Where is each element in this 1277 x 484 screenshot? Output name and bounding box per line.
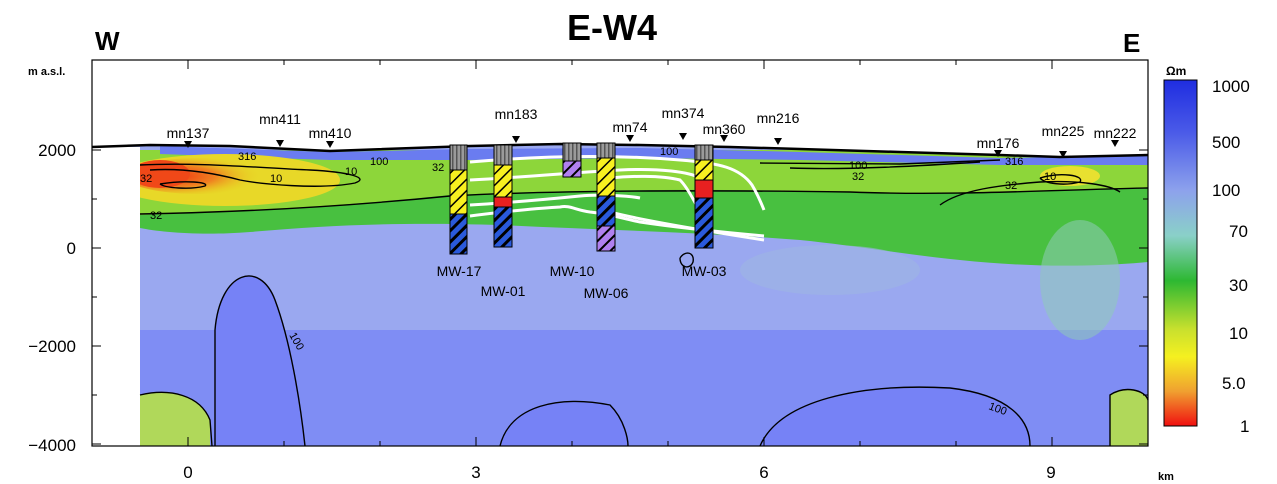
station-label: mn183 bbox=[495, 106, 538, 122]
x-tick-label: 6 bbox=[759, 463, 768, 482]
well-mw17 bbox=[449, 144, 468, 255]
section-title: E-W4 bbox=[567, 7, 657, 48]
station-mn360: mn360 bbox=[703, 121, 746, 142]
topography-line bbox=[91, 142, 1149, 159]
contour-label: 32 bbox=[852, 171, 864, 183]
x-tick-label: 0 bbox=[183, 463, 192, 482]
station-marker bbox=[1111, 140, 1119, 147]
colorbar-label: 5.0 bbox=[1222, 374, 1246, 393]
y-axis-unit: m a.s.l. bbox=[28, 66, 65, 78]
contour-label: 32 bbox=[432, 162, 444, 174]
station-marker bbox=[774, 138, 782, 145]
station-mn137: mn137 bbox=[167, 125, 210, 148]
station-label: mn74 bbox=[612, 119, 647, 135]
station-mn222: mn222 bbox=[1094, 125, 1137, 147]
station-label: mn216 bbox=[757, 110, 800, 126]
well-mw03 bbox=[694, 144, 714, 249]
well-label: MW-17 bbox=[437, 263, 482, 279]
station-mn176: mn176 bbox=[977, 135, 1020, 157]
station-label: mn137 bbox=[167, 125, 210, 141]
plot-frame bbox=[91, 59, 1149, 447]
station-label: mn222 bbox=[1094, 125, 1137, 141]
contour-label: 100 bbox=[660, 146, 678, 158]
station-label: mn225 bbox=[1042, 123, 1085, 139]
axis-ticks bbox=[91, 60, 1148, 446]
well-label: MW-03 bbox=[682, 263, 727, 279]
stations: mn137 mn411 mn410 mn183 mn74 mn374 mn360 bbox=[167, 105, 1137, 158]
station-marker bbox=[326, 141, 334, 148]
station-label: mn411 bbox=[259, 111, 301, 127]
station-label: mn410 bbox=[309, 125, 352, 141]
station-mn410: mn410 bbox=[309, 125, 352, 148]
contour-label: 100 bbox=[987, 401, 1008, 419]
x-tick-labels: 0 3 6 9 bbox=[183, 463, 1055, 482]
contour-label: 316 bbox=[238, 151, 256, 163]
contour-label: 10 bbox=[345, 166, 357, 178]
station-mn74: mn74 bbox=[612, 119, 648, 142]
station-mn411: mn411 bbox=[259, 111, 301, 147]
colorbar-scale bbox=[1163, 79, 1198, 427]
station-label: mn374 bbox=[662, 105, 705, 121]
colorbar: Ωm 1000 500 100 70 30 10 5.0 1 bbox=[1163, 64, 1250, 436]
colorbar-labels: 1000 500 100 70 30 10 5.0 1 bbox=[1212, 77, 1250, 436]
colorbar-unit: Ωm bbox=[1166, 64, 1186, 78]
contour-label: 32 bbox=[1005, 180, 1017, 192]
colorbar-label: 10 bbox=[1229, 324, 1248, 343]
station-marker bbox=[1059, 151, 1067, 158]
y-tick-label: −2000 bbox=[28, 337, 76, 356]
contour-lines bbox=[139, 159, 1149, 447]
well-label: MW-01 bbox=[481, 283, 526, 299]
y-tick-label: 2000 bbox=[38, 141, 76, 160]
x-tick-label: 3 bbox=[471, 463, 480, 482]
station-marker bbox=[720, 135, 728, 142]
east-label: E bbox=[1123, 28, 1140, 58]
well-columns bbox=[449, 142, 714, 255]
colorbar-label: 500 bbox=[1212, 133, 1240, 152]
station-label: mn360 bbox=[703, 121, 746, 137]
colorbar-label: 1000 bbox=[1212, 77, 1250, 96]
x-axis-unit: km bbox=[1158, 471, 1174, 483]
station-mn183: mn183 bbox=[495, 106, 538, 143]
west-label: W bbox=[95, 26, 120, 56]
colorbar-label: 100 bbox=[1212, 181, 1240, 200]
contour-label: 10 bbox=[270, 173, 282, 185]
station-marker bbox=[184, 141, 192, 148]
well-mw06 bbox=[596, 142, 616, 252]
station-mn374: mn374 bbox=[662, 105, 705, 140]
x-tick-label: 9 bbox=[1046, 463, 1055, 482]
contour-label: 100 bbox=[849, 160, 867, 172]
contour-label: 316 bbox=[1005, 156, 1023, 168]
y-tick-label: −4000 bbox=[28, 436, 76, 455]
station-marker bbox=[994, 150, 1002, 157]
station-marker bbox=[512, 136, 520, 143]
contour-label: 32 bbox=[140, 173, 152, 185]
station-label: mn176 bbox=[977, 135, 1020, 151]
y-tick-labels: 2000 0 −2000 −4000 bbox=[28, 141, 76, 455]
station-mn216: mn216 bbox=[757, 110, 800, 145]
station-marker bbox=[626, 135, 634, 142]
station-marker bbox=[276, 140, 284, 147]
well-label: MW-06 bbox=[584, 285, 629, 301]
contour-label: 32 bbox=[150, 210, 162, 222]
colorbar-label: 70 bbox=[1229, 222, 1248, 241]
well-mw10 bbox=[562, 142, 582, 178]
station-marker bbox=[679, 133, 687, 140]
colorbar-label: 30 bbox=[1229, 276, 1248, 295]
well-mw01 bbox=[493, 144, 513, 248]
colorbar-label: 1 bbox=[1240, 417, 1249, 436]
y-tick-label: 0 bbox=[67, 239, 76, 258]
well-label: MW-10 bbox=[550, 263, 595, 279]
well-labels: MW-17 MW-01 MW-10 MW-06 MW-03 bbox=[437, 263, 727, 301]
contour-label: 100 bbox=[370, 156, 388, 168]
station-mn225: mn225 bbox=[1042, 123, 1085, 158]
contour-label: 10 bbox=[1044, 171, 1056, 183]
